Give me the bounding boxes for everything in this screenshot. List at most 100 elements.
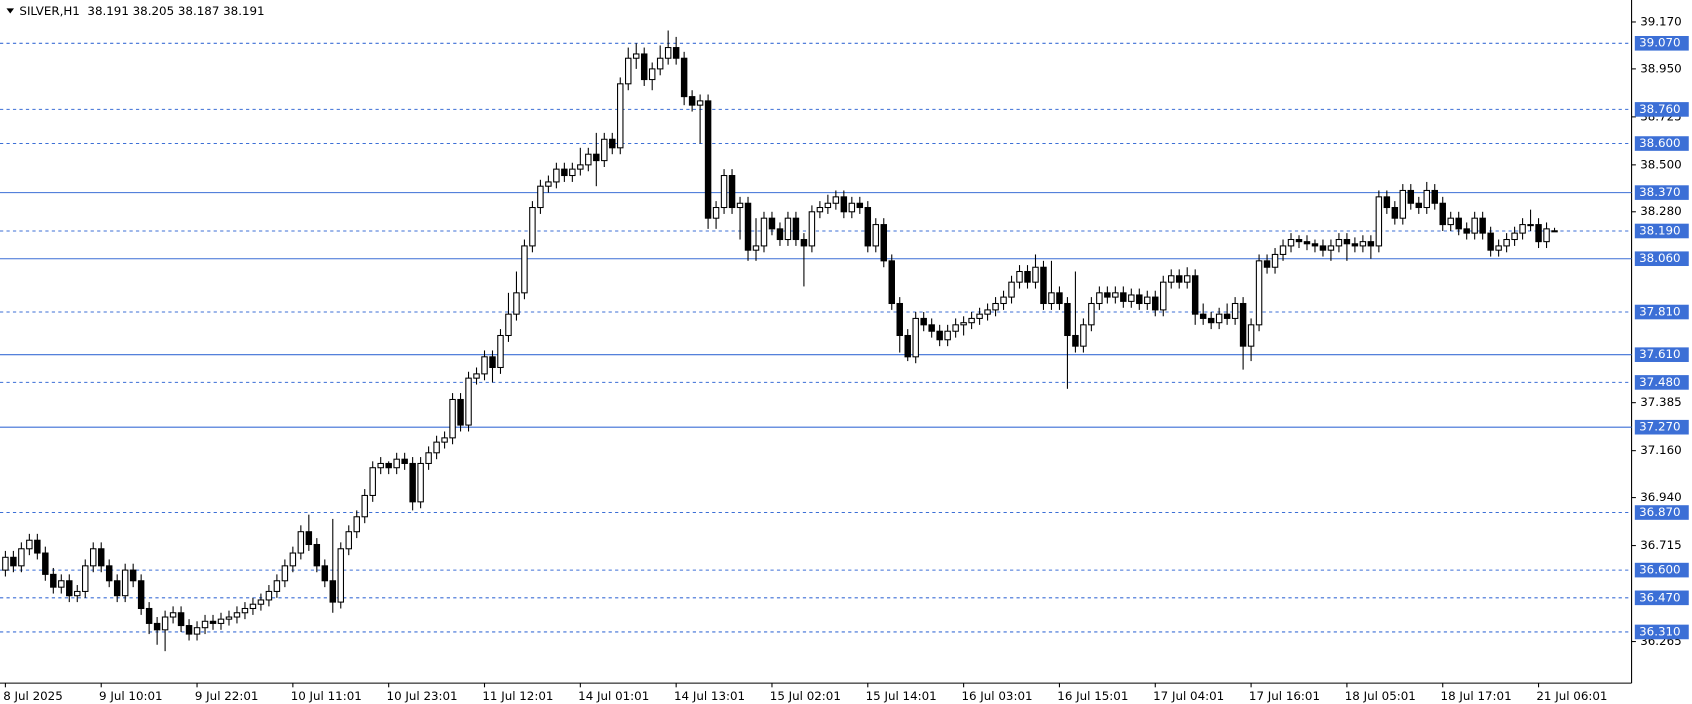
candle-body: [968, 317, 975, 324]
candle-body: [1239, 302, 1247, 347]
candle-body: [289, 552, 297, 567]
candle-body: [688, 96, 696, 106]
candle-body: [896, 302, 903, 337]
candle-body: [1375, 196, 1383, 247]
candle-body: [361, 494, 368, 518]
candle-body: [880, 224, 888, 262]
candle-body: [1543, 228, 1550, 243]
level-label: 38.370: [1639, 185, 1680, 199]
level-label-box: [1634, 624, 1689, 640]
candle-body: [481, 356, 488, 375]
candle-body: [1327, 245, 1335, 251]
candle-body: [1048, 292, 1055, 305]
candle-body: [129, 569, 137, 582]
candle-body: [984, 309, 991, 315]
y-tick-label: 36.715: [1640, 538, 1681, 552]
candle-body: [441, 437, 448, 443]
candle-body: [840, 196, 848, 213]
candle-body: [377, 462, 384, 469]
candle-body: [1503, 238, 1510, 247]
candle-body: [1080, 324, 1087, 347]
candle-body: [97, 548, 105, 567]
candle-body: [856, 202, 864, 209]
candle-body: [952, 324, 959, 332]
candle-body: [329, 580, 337, 603]
candle-body: [121, 569, 129, 597]
candle-body: [680, 57, 688, 98]
candle-body: [513, 292, 520, 315]
candle-body: [976, 313, 983, 319]
candle-body: [912, 317, 919, 358]
candle-body: [888, 260, 895, 305]
y-tick-label: 38.500: [1640, 157, 1681, 171]
candle-body: [153, 622, 161, 631]
candle-body: [1096, 292, 1103, 305]
candle-body: [321, 565, 329, 582]
candle-body: [145, 607, 153, 624]
candle-body: [744, 202, 752, 251]
level-label: 38.060: [1639, 251, 1680, 265]
candle-body: [1295, 238, 1303, 243]
level-label-box: [1634, 304, 1689, 320]
x-tick-label: 11 Jul 12:01: [482, 689, 553, 703]
menu-arrow[interactable]: [6, 8, 15, 14]
candle-body: [1359, 241, 1367, 247]
x-tick-label: 9 Jul 22:01: [195, 689, 259, 703]
level-label: 37.270: [1639, 420, 1680, 434]
candle-body: [1215, 313, 1223, 324]
candle-body: [784, 217, 792, 241]
candle-body: [66, 580, 73, 597]
level-label-box: [1634, 136, 1689, 151]
level-label: 39.070: [1639, 36, 1680, 50]
level-label-box: [1634, 223, 1689, 239]
candle-body: [569, 168, 576, 177]
candle-body: [529, 207, 536, 247]
level-label-box: [1634, 590, 1689, 606]
y-tick-label: 37.160: [1640, 443, 1681, 457]
level-label-box: [1634, 102, 1689, 117]
x-tick-label: 14 Jul 13:01: [674, 689, 745, 703]
candle-body: [1519, 224, 1526, 234]
level-label: 36.470: [1639, 590, 1680, 604]
candle-body: [1279, 245, 1287, 255]
candle-body: [337, 548, 345, 603]
level-label-box: [1634, 419, 1689, 435]
candle-body: [209, 620, 217, 624]
level-label-box: [1634, 185, 1689, 200]
level-label: 38.190: [1639, 224, 1680, 238]
y-tick-label: 36.940: [1640, 490, 1681, 504]
candle-body: [433, 441, 440, 454]
quote: 38.191 38.205 38.187 38.191: [87, 4, 264, 18]
candle-body: [640, 53, 648, 81]
candle-body: [609, 138, 616, 149]
candle-body: [1399, 189, 1407, 219]
candle-body: [489, 356, 496, 369]
candle-body: [89, 548, 97, 567]
candle-body: [1112, 292, 1119, 298]
candle-body: [1191, 275, 1199, 315]
candle-body: [656, 57, 664, 70]
candle-body: [553, 168, 560, 183]
candle-body: [1431, 189, 1438, 204]
candle-body: [1455, 217, 1462, 230]
candle-body: [137, 580, 145, 610]
candle-body: [1495, 245, 1502, 251]
x-tick-label: 18 Jul 17:01: [1441, 689, 1512, 703]
candle-body: [82, 565, 89, 592]
candle-body: [1471, 217, 1478, 234]
candle-body: [465, 377, 472, 426]
candle-body: [1000, 296, 1007, 305]
candle-body: [936, 330, 943, 341]
candle-body: [1423, 189, 1430, 209]
candle-body: [425, 452, 432, 464]
candle-body: [824, 202, 832, 209]
x-tick-label: 8 Jul 2025: [3, 689, 63, 703]
candle-body: [664, 47, 672, 59]
x-tick-label: 15 Jul 02:01: [770, 689, 841, 703]
candle-body: [728, 175, 736, 209]
candle-body: [2, 556, 9, 571]
level-label-box: [1634, 347, 1689, 362]
y-tick-label: 38.950: [1640, 62, 1681, 76]
candle-body: [1199, 313, 1207, 319]
